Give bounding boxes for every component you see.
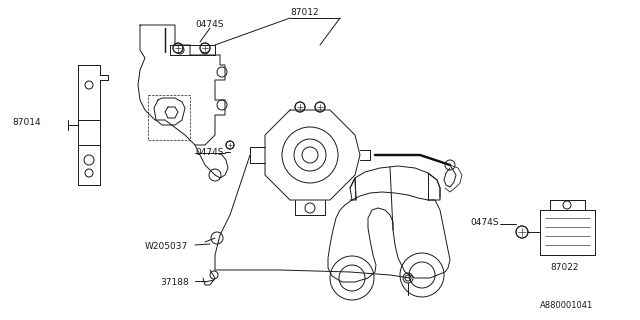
Circle shape — [516, 226, 528, 238]
Circle shape — [315, 102, 325, 112]
Circle shape — [200, 43, 210, 53]
Text: 0474S: 0474S — [195, 20, 223, 29]
Text: 87014: 87014 — [12, 117, 40, 126]
Text: 0474S: 0474S — [470, 218, 499, 227]
Text: 87012: 87012 — [290, 8, 319, 17]
Circle shape — [173, 43, 183, 53]
Text: 37188: 37188 — [160, 278, 189, 287]
Text: 0474S: 0474S — [195, 148, 223, 157]
Circle shape — [295, 102, 305, 112]
Circle shape — [302, 147, 318, 163]
Text: W205037: W205037 — [145, 242, 188, 251]
Text: 87022: 87022 — [550, 263, 579, 272]
Circle shape — [226, 141, 234, 149]
Text: A880001041: A880001041 — [540, 301, 593, 310]
